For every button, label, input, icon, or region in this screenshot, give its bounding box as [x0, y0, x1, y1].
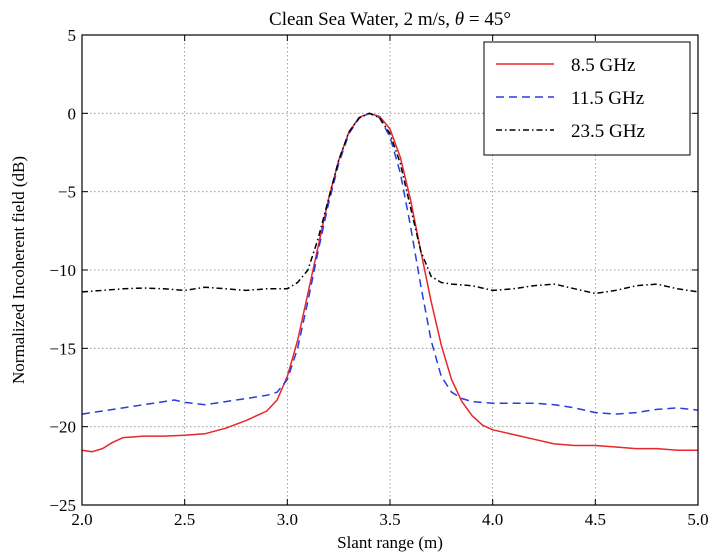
legend-label: 23.5 GHz	[571, 121, 645, 142]
y-tick-label: −25	[49, 496, 76, 515]
series-line	[81, 112, 699, 295]
x-tick-label: 3.5	[379, 510, 400, 529]
series-layer	[81, 112, 699, 453]
y-tick-label: −5	[58, 183, 76, 202]
legend: 8.5 GHz 11.5 GHz 23.5 GHz	[483, 41, 691, 156]
x-tick-label: 2.5	[174, 510, 195, 529]
x-tick-label: 4.5	[585, 510, 606, 529]
legend-label: 11.5 GHz	[571, 88, 644, 109]
series-line	[81, 112, 698, 453]
y-tick-label: 0	[68, 104, 77, 123]
series-line	[81, 112, 699, 415]
y-tick-label: −20	[49, 418, 76, 437]
x-tick-label: 4.0	[482, 510, 503, 529]
x-tick-label: 2.0	[71, 510, 92, 529]
axis-ticks: 2.0 2.5 3.0 3.5 4.0 4.5 5.0 5 0 −5 −10 −15 −20 −25	[49, 26, 708, 529]
legend-box	[483, 41, 691, 156]
y-tick-label: −15	[49, 339, 76, 358]
chart-title: Clean Sea Water, 2 m/s, θ = 45°	[269, 9, 511, 30]
x-tick-label: 5.0	[687, 510, 708, 529]
y-tick-label: −10	[49, 261, 76, 280]
legend-label: 8.5 GHz	[571, 55, 635, 76]
x-tick-label: 3.0	[277, 510, 298, 529]
x-axis-label: Slant range (m)	[337, 533, 443, 552]
y-axis-label: Normalized Incoherent field (dB)	[9, 156, 28, 384]
y-tick-label: 5	[68, 26, 77, 45]
